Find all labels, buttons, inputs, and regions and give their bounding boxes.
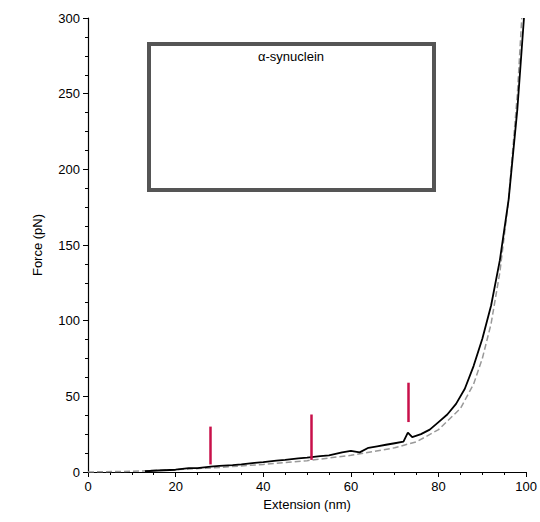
svg-text:100: 100	[515, 479, 537, 494]
svg-text:0: 0	[73, 465, 80, 480]
svg-text:60: 60	[344, 479, 358, 494]
svg-text:Extension (nm): Extension (nm)	[263, 497, 350, 512]
svg-text:80: 80	[431, 479, 445, 494]
svg-text:0: 0	[84, 479, 91, 494]
svg-text:150: 150	[58, 238, 80, 253]
svg-text:α-synuclein: α-synuclein	[258, 49, 324, 64]
svg-text:200: 200	[58, 162, 80, 177]
svg-text:250: 250	[58, 86, 80, 101]
svg-text:40: 40	[256, 479, 270, 494]
svg-text:300: 300	[58, 11, 80, 26]
svg-text:50: 50	[66, 389, 80, 404]
svg-text:100: 100	[58, 313, 80, 328]
svg-text:20: 20	[168, 479, 182, 494]
svg-text:Force (pN): Force (pN)	[30, 214, 45, 276]
